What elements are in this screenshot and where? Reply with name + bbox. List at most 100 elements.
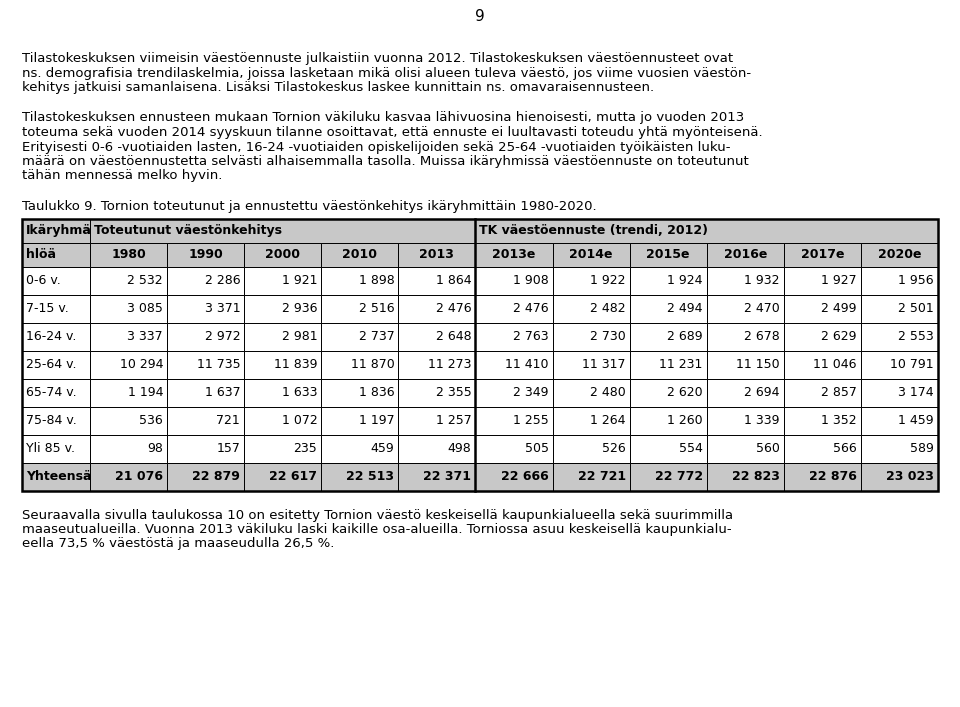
Bar	[322, 322, 398, 351]
Text: 526: 526	[602, 442, 626, 455]
Bar	[90, 351, 167, 378]
Text: 11 231: 11 231	[660, 358, 703, 371]
Bar	[90, 378, 167, 407]
Text: 3 371: 3 371	[204, 302, 240, 315]
Text: 1 264: 1 264	[590, 414, 626, 427]
Text: maaseutualueilla. Vuonna 2013 väkiluku laski kaikille osa-alueilla. Torniossa as: maaseutualueilla. Vuonna 2013 väkiluku l…	[22, 523, 732, 536]
Bar	[783, 378, 861, 407]
Text: 21 076: 21 076	[115, 470, 163, 483]
Bar	[167, 322, 244, 351]
Bar	[861, 295, 938, 322]
Bar	[630, 378, 707, 407]
Text: 566: 566	[833, 442, 857, 455]
Text: 16-24 v.: 16-24 v.	[26, 330, 77, 343]
Text: 157: 157	[216, 442, 240, 455]
Text: 23 023: 23 023	[886, 470, 934, 483]
Text: 11 735: 11 735	[197, 358, 240, 371]
Bar	[22, 218, 938, 491]
Bar	[167, 407, 244, 435]
Text: 1 898: 1 898	[359, 274, 395, 287]
Bar	[90, 267, 167, 295]
Text: 1 637: 1 637	[204, 386, 240, 399]
Bar	[707, 378, 783, 407]
Text: 2 694: 2 694	[744, 386, 780, 399]
Text: kehitys jatkuisi samanlaisena. Lisäksi Tilastokeskus laskee kunnittain ns. omava: kehitys jatkuisi samanlaisena. Lisäksi T…	[22, 81, 654, 94]
Bar	[22, 243, 90, 267]
Text: 2 689: 2 689	[667, 330, 703, 343]
Text: Yli 85 v.: Yli 85 v.	[26, 442, 75, 455]
Text: 2 730: 2 730	[589, 330, 626, 343]
Text: 0-6 v.: 0-6 v.	[26, 274, 60, 287]
Bar	[861, 462, 938, 491]
Text: 1 932: 1 932	[744, 274, 780, 287]
Text: 2 355: 2 355	[436, 386, 471, 399]
Bar	[322, 407, 398, 435]
Bar	[783, 322, 861, 351]
Bar	[475, 243, 553, 267]
Text: 2 857: 2 857	[821, 386, 857, 399]
Text: Tilastokeskuksen ennusteen mukaan Tornion väkiluku kasvaa lähivuosina hienoisest: Tilastokeskuksen ennusteen mukaan Tornio…	[22, 112, 744, 124]
Bar	[630, 462, 707, 491]
Bar	[22, 295, 90, 322]
Bar	[861, 243, 938, 267]
Text: 1 908: 1 908	[513, 274, 548, 287]
Text: 1 197: 1 197	[359, 414, 395, 427]
Text: 2 763: 2 763	[513, 330, 548, 343]
Bar	[244, 322, 322, 351]
Text: 2010: 2010	[343, 248, 377, 261]
Text: 1 194: 1 194	[128, 386, 163, 399]
Text: 505: 505	[524, 442, 548, 455]
Bar	[783, 295, 861, 322]
Bar	[861, 267, 938, 295]
Text: 2 936: 2 936	[282, 302, 317, 315]
Text: 1 257: 1 257	[436, 414, 471, 427]
Bar	[90, 435, 167, 462]
Text: 2 972: 2 972	[204, 330, 240, 343]
Text: 1 864: 1 864	[436, 274, 471, 287]
Text: 22 876: 22 876	[809, 470, 857, 483]
Text: 10 294: 10 294	[120, 358, 163, 371]
Bar	[244, 407, 322, 435]
Text: 22 772: 22 772	[655, 470, 703, 483]
Bar	[22, 462, 90, 491]
Text: Tilastokeskuksen viimeisin väestöennuste julkaistiin vuonna 2012. Tilastokeskuks: Tilastokeskuksen viimeisin väestöennuste…	[22, 52, 733, 65]
Bar	[322, 351, 398, 378]
Bar	[553, 407, 630, 435]
Bar	[244, 462, 322, 491]
Bar	[475, 295, 553, 322]
Bar	[553, 351, 630, 378]
Text: 2 476: 2 476	[436, 302, 471, 315]
Bar	[244, 295, 322, 322]
Text: 2 470: 2 470	[744, 302, 780, 315]
Bar	[322, 267, 398, 295]
Bar	[783, 267, 861, 295]
Bar	[475, 378, 553, 407]
Text: 1 922: 1 922	[590, 274, 626, 287]
Text: 2 349: 2 349	[513, 386, 548, 399]
Bar	[630, 295, 707, 322]
Bar	[22, 351, 90, 378]
Text: 2 648: 2 648	[436, 330, 471, 343]
Bar	[783, 407, 861, 435]
Text: 22 721: 22 721	[578, 470, 626, 483]
Text: 2 678: 2 678	[744, 330, 780, 343]
Text: 2 286: 2 286	[204, 274, 240, 287]
Bar	[398, 322, 475, 351]
Bar	[90, 462, 167, 491]
Bar	[475, 407, 553, 435]
Text: Toteutunut väestönkehitys: Toteutunut väestönkehitys	[94, 224, 282, 237]
Bar	[398, 295, 475, 322]
Text: Seuraavalla sivulla taulukossa 10 on esitetty Tornion väestö keskeisellä kaupunk: Seuraavalla sivulla taulukossa 10 on esi…	[22, 508, 733, 522]
Text: 1 072: 1 072	[281, 414, 317, 427]
Text: 3 337: 3 337	[128, 330, 163, 343]
Text: 498: 498	[447, 442, 471, 455]
Bar	[398, 378, 475, 407]
Text: 1 921: 1 921	[282, 274, 317, 287]
Text: 11 839: 11 839	[274, 358, 317, 371]
Text: 11 046: 11 046	[813, 358, 857, 371]
Text: 560: 560	[756, 442, 780, 455]
Bar	[707, 435, 783, 462]
Bar	[783, 243, 861, 267]
Bar	[630, 322, 707, 351]
Bar	[707, 351, 783, 378]
